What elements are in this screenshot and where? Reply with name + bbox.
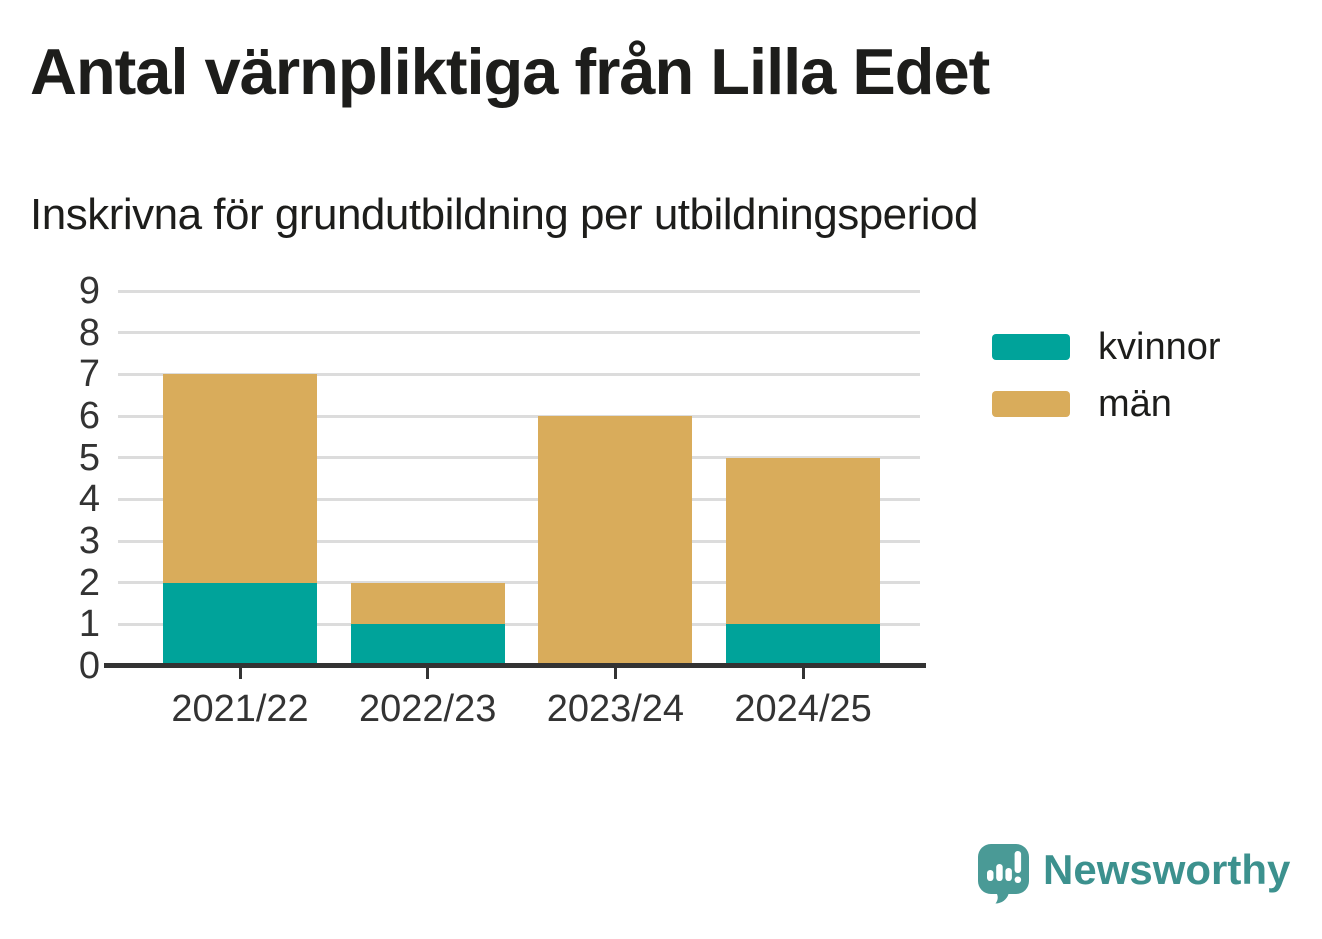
x-tick-label-2021-22: 2021/22 (171, 688, 309, 730)
gridline (118, 581, 920, 585)
newsworthy-logo: Newsworthy (977, 843, 1290, 904)
x-tick-label-2024-25: 2024/25 (734, 688, 872, 730)
bar-segment-kvinnor (350, 624, 505, 666)
y-tick-label: 8 (78, 311, 100, 354)
bar-segment-man (163, 374, 317, 583)
bar-segment-man (538, 416, 693, 666)
x-axis-line (104, 663, 926, 668)
legend: kvinnor män (992, 325, 1221, 439)
legend-label-kvinnor: kvinnor (1098, 325, 1221, 368)
x-tick (426, 668, 430, 679)
x-tick (238, 668, 242, 679)
x-tick-label-2022-23: 2022/23 (359, 688, 497, 730)
y-tick-label: 3 (78, 520, 100, 562)
y-tick-label: 9 (78, 270, 100, 312)
chart-title: Antal värnpliktiga från Lilla Edet (30, 35, 990, 108)
gridline (118, 622, 920, 626)
gridline (118, 539, 920, 543)
y-tick-label: 1 (78, 603, 100, 646)
gridline (118, 372, 920, 376)
x-tick-label-2023-24: 2023/24 (546, 688, 685, 730)
y-tick-label: 7 (78, 353, 100, 396)
plot-area (118, 289, 920, 666)
legend-swatch-kvinnor (992, 334, 1070, 360)
y-tick-label: 5 (78, 436, 100, 479)
y-tick-label: 2 (78, 561, 100, 604)
newsworthy-logo-text: Newsworthy (1043, 845, 1291, 893)
x-axis: 2021/22 2022/23 2023/24 2024/25 (118, 668, 920, 738)
x-tick (613, 668, 617, 679)
bar-segment-kvinnor (163, 582, 317, 666)
legend-swatch-man (992, 391, 1070, 417)
legend-label-man: män (1098, 382, 1172, 425)
gridline (118, 456, 920, 460)
bar-segment-man (726, 457, 881, 625)
y-tick-label: 0 (78, 645, 100, 687)
y-tick-label: 4 (78, 478, 100, 521)
chart-subtitle: Inskrivna för grundutbildning per utbild… (30, 190, 979, 239)
y-tick-label: 6 (78, 395, 100, 437)
legend-item-man: män (992, 382, 1221, 426)
bar-segment-man (350, 582, 505, 625)
x-tick (801, 668, 805, 679)
legend-item-kvinnor: kvinnor (992, 325, 1221, 369)
bar-segment-kvinnor (726, 624, 881, 666)
gridline (118, 331, 920, 335)
gridline (118, 289, 920, 293)
gridline (118, 414, 920, 418)
speech-bubble-chart-icon (978, 844, 1029, 904)
gridline (118, 497, 920, 501)
